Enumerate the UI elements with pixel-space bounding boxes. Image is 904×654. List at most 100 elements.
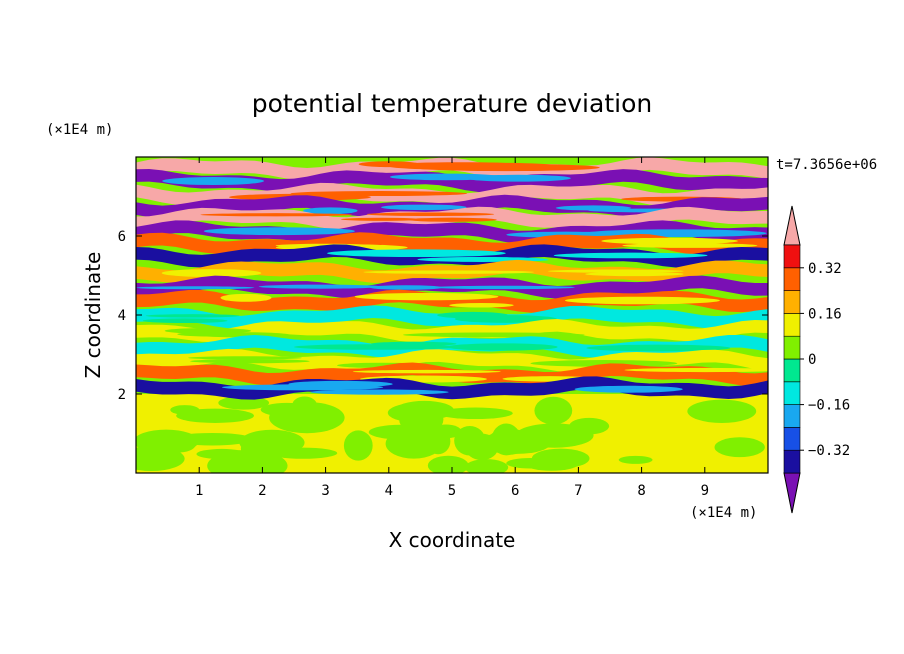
field-band	[136, 362, 768, 387]
field-patch	[464, 459, 509, 473]
field-streak	[162, 177, 265, 186]
field-patch	[427, 455, 469, 473]
x-tick-label: 3	[321, 483, 329, 499]
colorbar-segment	[783, 404, 801, 428]
field-streak	[161, 269, 262, 278]
y-tick-label: 2	[118, 387, 126, 403]
colorbar-segment	[783, 449, 801, 474]
x-tick-label: 2	[258, 483, 266, 499]
field-streak	[221, 384, 384, 391]
colorbar-label: −0.32	[808, 443, 850, 459]
field-streak	[437, 311, 508, 319]
colorbar-segment	[783, 244, 801, 269]
field-patch	[515, 423, 594, 448]
field-streak	[564, 296, 720, 305]
field-streak	[530, 360, 678, 367]
colorbar: 0.32 0.16 0 −0.16 −0.32	[783, 205, 850, 514]
upper-bands	[136, 157, 768, 400]
field-patch	[534, 396, 573, 425]
field-streak	[358, 161, 420, 168]
field-band	[136, 319, 768, 343]
x-tick-label: 5	[448, 483, 456, 499]
field-streak	[363, 270, 535, 274]
field-streak	[188, 356, 302, 360]
field-streak	[290, 191, 468, 197]
field-streak	[624, 367, 768, 373]
field-band	[136, 289, 768, 313]
field-streak	[469, 177, 542, 181]
field-patch	[454, 425, 486, 456]
field-streak	[432, 285, 575, 290]
contour-field	[136, 157, 768, 473]
field-patch	[157, 437, 196, 453]
field-streak	[553, 252, 708, 259]
colorbar-segment	[783, 290, 801, 314]
colorbar-segment	[783, 267, 801, 291]
field-patch	[218, 396, 270, 410]
colorbar-segment	[783, 381, 801, 405]
field-streak	[258, 284, 382, 289]
y-axis-label: Z coordinate	[81, 252, 105, 379]
field-patch	[714, 437, 765, 458]
lower-region	[136, 394, 768, 473]
field-streak	[366, 212, 495, 217]
field-streak	[354, 292, 499, 301]
field-streak	[190, 359, 310, 364]
field-streak	[601, 237, 738, 245]
field-streak	[547, 269, 684, 273]
field-patch	[438, 407, 513, 420]
field-streak	[371, 341, 457, 346]
field-patch	[343, 430, 373, 461]
field-patch	[506, 457, 555, 469]
colorbar-label: 0.16	[808, 306, 842, 322]
field-patch	[385, 428, 442, 459]
colorbar-segment	[783, 335, 801, 360]
field-band	[136, 376, 768, 400]
field-streak	[411, 163, 600, 172]
field-band	[136, 168, 768, 193]
colorbar-extend-max	[783, 205, 801, 246]
y-tick-label: 6	[118, 229, 126, 245]
colorbar-segment	[783, 313, 801, 337]
x-tick-label: 9	[701, 483, 709, 499]
field-streak	[403, 332, 585, 338]
time-label: t=7.3656e+06	[776, 157, 877, 173]
field-patch	[399, 404, 444, 435]
x-axis: 1 2 3 4 5 6 7 8 9	[195, 157, 709, 499]
field-streak	[586, 344, 731, 352]
field-patch	[228, 462, 258, 471]
field-streak	[447, 343, 558, 351]
colorbar-label: 0	[808, 352, 816, 368]
field-streak	[340, 217, 423, 221]
y-tick-label: 4	[118, 308, 126, 324]
field-streak	[574, 385, 683, 393]
field-streak	[407, 217, 497, 222]
field-patch	[269, 401, 345, 434]
field-patch	[170, 405, 200, 415]
field-patch	[196, 448, 248, 460]
x-tick-label: 4	[385, 483, 393, 499]
x-tick-label: 8	[637, 483, 645, 499]
field-streak	[369, 285, 443, 290]
y-axis: 2 4 6	[118, 229, 768, 403]
field-streak	[303, 207, 358, 215]
field-streak	[200, 213, 353, 217]
y-unit-label: (×1E4 m)	[46, 122, 113, 138]
field-streak	[142, 318, 228, 324]
field-streak	[203, 227, 355, 236]
field-streak	[622, 243, 758, 248]
field-streak	[310, 389, 449, 395]
field-patch	[618, 455, 653, 464]
colorbar-extend-min	[783, 472, 801, 514]
field-streak	[585, 271, 684, 277]
field-streak	[381, 204, 467, 211]
x-unit-label: (×1E4 m)	[690, 505, 757, 521]
colorbar-label: 0.32	[808, 261, 842, 277]
x-tick-label: 6	[511, 483, 519, 499]
x-axis-label: X coordinate	[389, 528, 516, 552]
field-patch	[491, 423, 521, 456]
x-tick-label: 7	[574, 483, 582, 499]
field-streak	[352, 369, 501, 374]
field-streak	[220, 293, 272, 302]
